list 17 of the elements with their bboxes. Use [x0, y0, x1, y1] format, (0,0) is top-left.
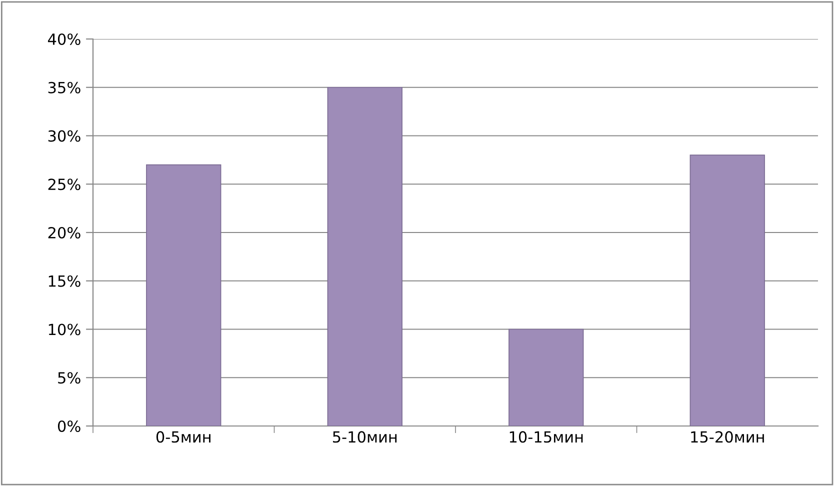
bar — [146, 164, 222, 426]
y-tick-label: 20% — [48, 226, 80, 239]
y-tick-label: 0% — [58, 420, 80, 432]
y-tick-label: 15% — [48, 275, 80, 287]
y-tick-label: 35% — [48, 82, 80, 94]
y-tick-label: 25% — [48, 178, 80, 190]
bar — [690, 154, 765, 426]
y-tick-label: 40% — [48, 33, 80, 46]
y-tick-label: 30% — [48, 130, 80, 142]
x-tick-label: 0-5мин — [156, 431, 210, 443]
bar — [508, 328, 584, 426]
y-tick-label: 10% — [48, 324, 80, 336]
x-tick-label: 15-20мин — [691, 431, 764, 443]
x-tick-label: 10-15мин — [510, 431, 583, 443]
bar — [327, 86, 402, 426]
x-tick-label: 5-10мин — [332, 431, 397, 443]
y-tick-label: 5% — [58, 372, 80, 384]
